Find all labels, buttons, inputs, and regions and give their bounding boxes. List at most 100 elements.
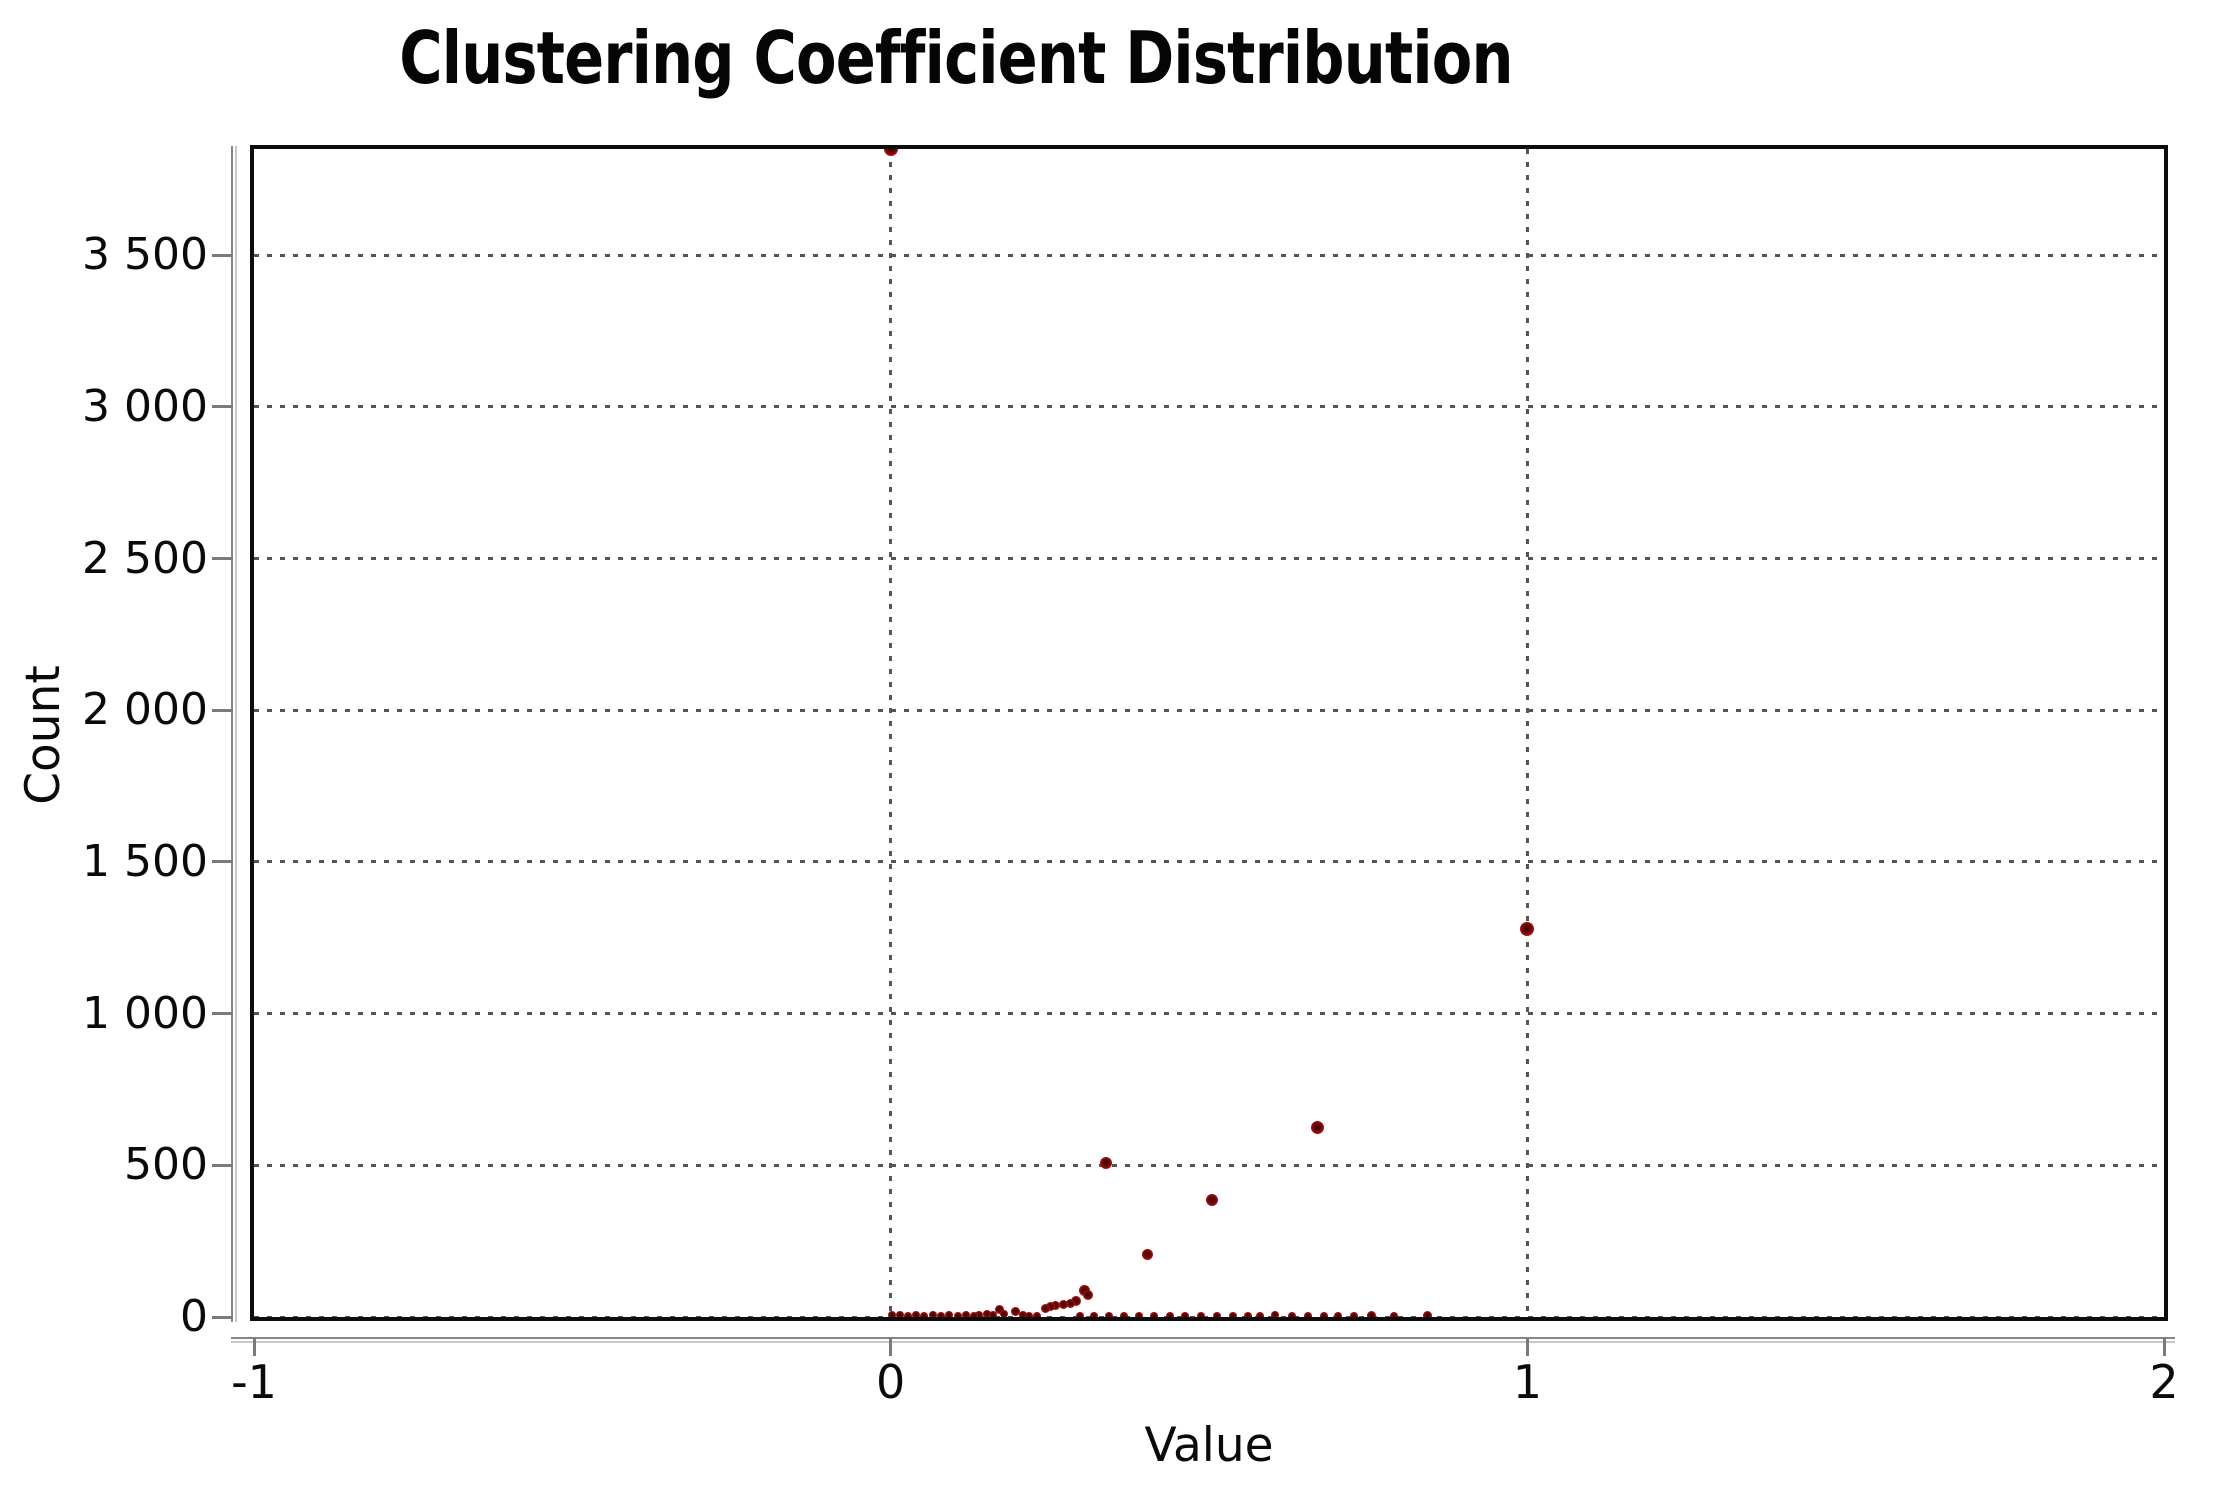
y-axis-line <box>231 146 233 1322</box>
data-point <box>961 1311 970 1317</box>
data-point <box>883 149 898 156</box>
data-point <box>1040 1304 1050 1313</box>
x-tick-mark <box>889 1338 893 1356</box>
h-gridline <box>254 405 2164 409</box>
data-point <box>1051 1300 1061 1310</box>
x-tick-mark <box>2162 1338 2166 1356</box>
data-point <box>1142 1249 1154 1261</box>
x-tick-mark <box>1525 1338 1529 1356</box>
data-point <box>1180 1312 1189 1317</box>
data-point <box>1350 1312 1359 1317</box>
x-tick-label: 2 <box>2149 1355 2179 1409</box>
data-point <box>912 1311 921 1317</box>
data-point <box>1058 1300 1068 1310</box>
data-point <box>1206 1194 1219 1207</box>
y-tick-label: 0 <box>180 1291 208 1342</box>
v-gridline <box>1525 149 1529 1317</box>
y-tick-mark <box>212 405 233 409</box>
data-point <box>1065 1298 1075 1308</box>
h-gridline <box>254 1012 2164 1016</box>
data-point <box>1422 1310 1432 1317</box>
data-point <box>1367 1310 1377 1317</box>
y-tick-mark <box>212 557 233 561</box>
data-point <box>1076 1312 1085 1317</box>
data-point <box>1033 1311 1042 1317</box>
data-point <box>1255 1312 1264 1317</box>
data-point <box>1150 1312 1159 1317</box>
data-point <box>1045 1301 1055 1311</box>
data-point <box>975 1311 984 1317</box>
x-tick-label: 0 <box>876 1355 906 1409</box>
data-point <box>1165 1312 1174 1317</box>
data-point <box>928 1310 937 1317</box>
data-point <box>1303 1312 1312 1317</box>
y-axis-label: Count <box>16 665 71 805</box>
data-point <box>903 1311 912 1317</box>
h-gridline <box>254 708 2164 712</box>
y-tick-mark <box>212 1012 233 1016</box>
data-point <box>1134 1312 1143 1317</box>
x-tick-label: -1 <box>231 1355 277 1409</box>
plot-inner <box>254 149 2164 1317</box>
data-point <box>1105 1312 1114 1317</box>
data-point <box>1010 1307 1020 1317</box>
x-axis-line <box>231 1337 2175 1339</box>
data-point <box>1244 1312 1253 1317</box>
data-point <box>1019 1310 1028 1317</box>
chart-title: Clustering Coefficient Distribution <box>399 16 1513 100</box>
data-point <box>1196 1312 1205 1317</box>
y-tick-mark <box>212 860 233 864</box>
data-point <box>995 1304 1005 1314</box>
x-axis-label: Value <box>1144 1418 1274 1473</box>
data-point <box>1070 1296 1081 1307</box>
y-tick-label: 1 000 <box>82 987 208 1039</box>
data-point <box>1334 1312 1343 1317</box>
data-point <box>1119 1312 1128 1317</box>
h-gridline <box>254 253 2164 257</box>
data-point <box>953 1311 962 1317</box>
data-point <box>1319 1312 1328 1317</box>
data-point <box>1099 1157 1112 1170</box>
x-axis-line-highlight <box>231 1341 2175 1343</box>
data-point <box>1228 1312 1237 1317</box>
data-point <box>989 1311 998 1317</box>
data-point <box>887 1311 896 1317</box>
h-gridline <box>254 860 2164 864</box>
y-tick-mark <box>212 253 233 257</box>
h-gridline <box>254 1163 2164 1167</box>
plot-border <box>250 145 2168 1321</box>
data-point <box>1025 1312 1034 1317</box>
y-tick-mark <box>212 708 233 712</box>
h-gridline <box>254 1315 2164 1317</box>
data-point <box>945 1311 954 1317</box>
y-axis-line-highlight <box>235 146 237 1322</box>
data-point <box>1271 1311 1280 1317</box>
y-tick-mark <box>212 1163 233 1167</box>
data-point <box>983 1310 992 1317</box>
y-tick-label: 2 000 <box>82 684 208 736</box>
data-point <box>1078 1284 1090 1296</box>
y-tick-label: 3 500 <box>82 229 208 281</box>
y-tick-label: 2 500 <box>82 532 208 584</box>
x-tick-mark <box>252 1338 256 1356</box>
data-point <box>1090 1312 1099 1317</box>
data-point <box>1212 1312 1221 1317</box>
data-point <box>895 1310 904 1317</box>
x-tick-label: 1 <box>1512 1355 1542 1409</box>
y-tick-label: 500 <box>124 1139 208 1191</box>
data-point <box>1311 1120 1325 1134</box>
y-tick-label: 3 000 <box>82 380 208 432</box>
data-point <box>920 1311 929 1317</box>
data-point <box>936 1311 945 1317</box>
h-gridline <box>254 557 2164 561</box>
data-point <box>999 1309 1008 1317</box>
data-point <box>970 1311 979 1317</box>
v-gridline <box>889 149 893 1317</box>
data-point <box>1520 921 1535 936</box>
data-point <box>1389 1312 1398 1317</box>
y-tick-label: 1 500 <box>82 835 208 887</box>
data-point <box>1083 1290 1094 1301</box>
y-tick-mark <box>212 1315 233 1319</box>
data-point <box>1287 1312 1296 1317</box>
